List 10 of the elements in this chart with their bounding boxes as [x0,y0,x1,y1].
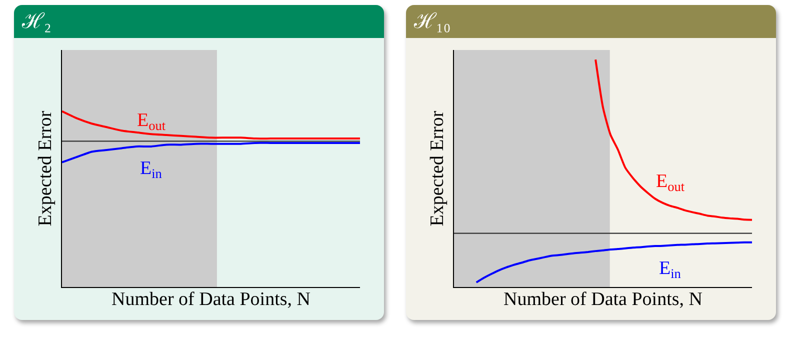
chart-title: ℋ₁₀ [406,5,776,38]
chart-title: ℋ₂ [14,5,384,38]
x-axis-title: Number of Data Points, N [504,288,703,310]
series-label: E$_{out}$ [656,171,685,194]
series-label: E$_{out}$ [137,110,166,133]
series-label: E$_{in}$ [140,158,162,181]
y-axis-title: Expected Error [34,110,56,226]
series-label: E$_{in}$ [659,258,682,281]
y-axis-title: Expected Error [426,110,448,226]
x-axis-title: Number of Data Points, N [112,288,311,310]
